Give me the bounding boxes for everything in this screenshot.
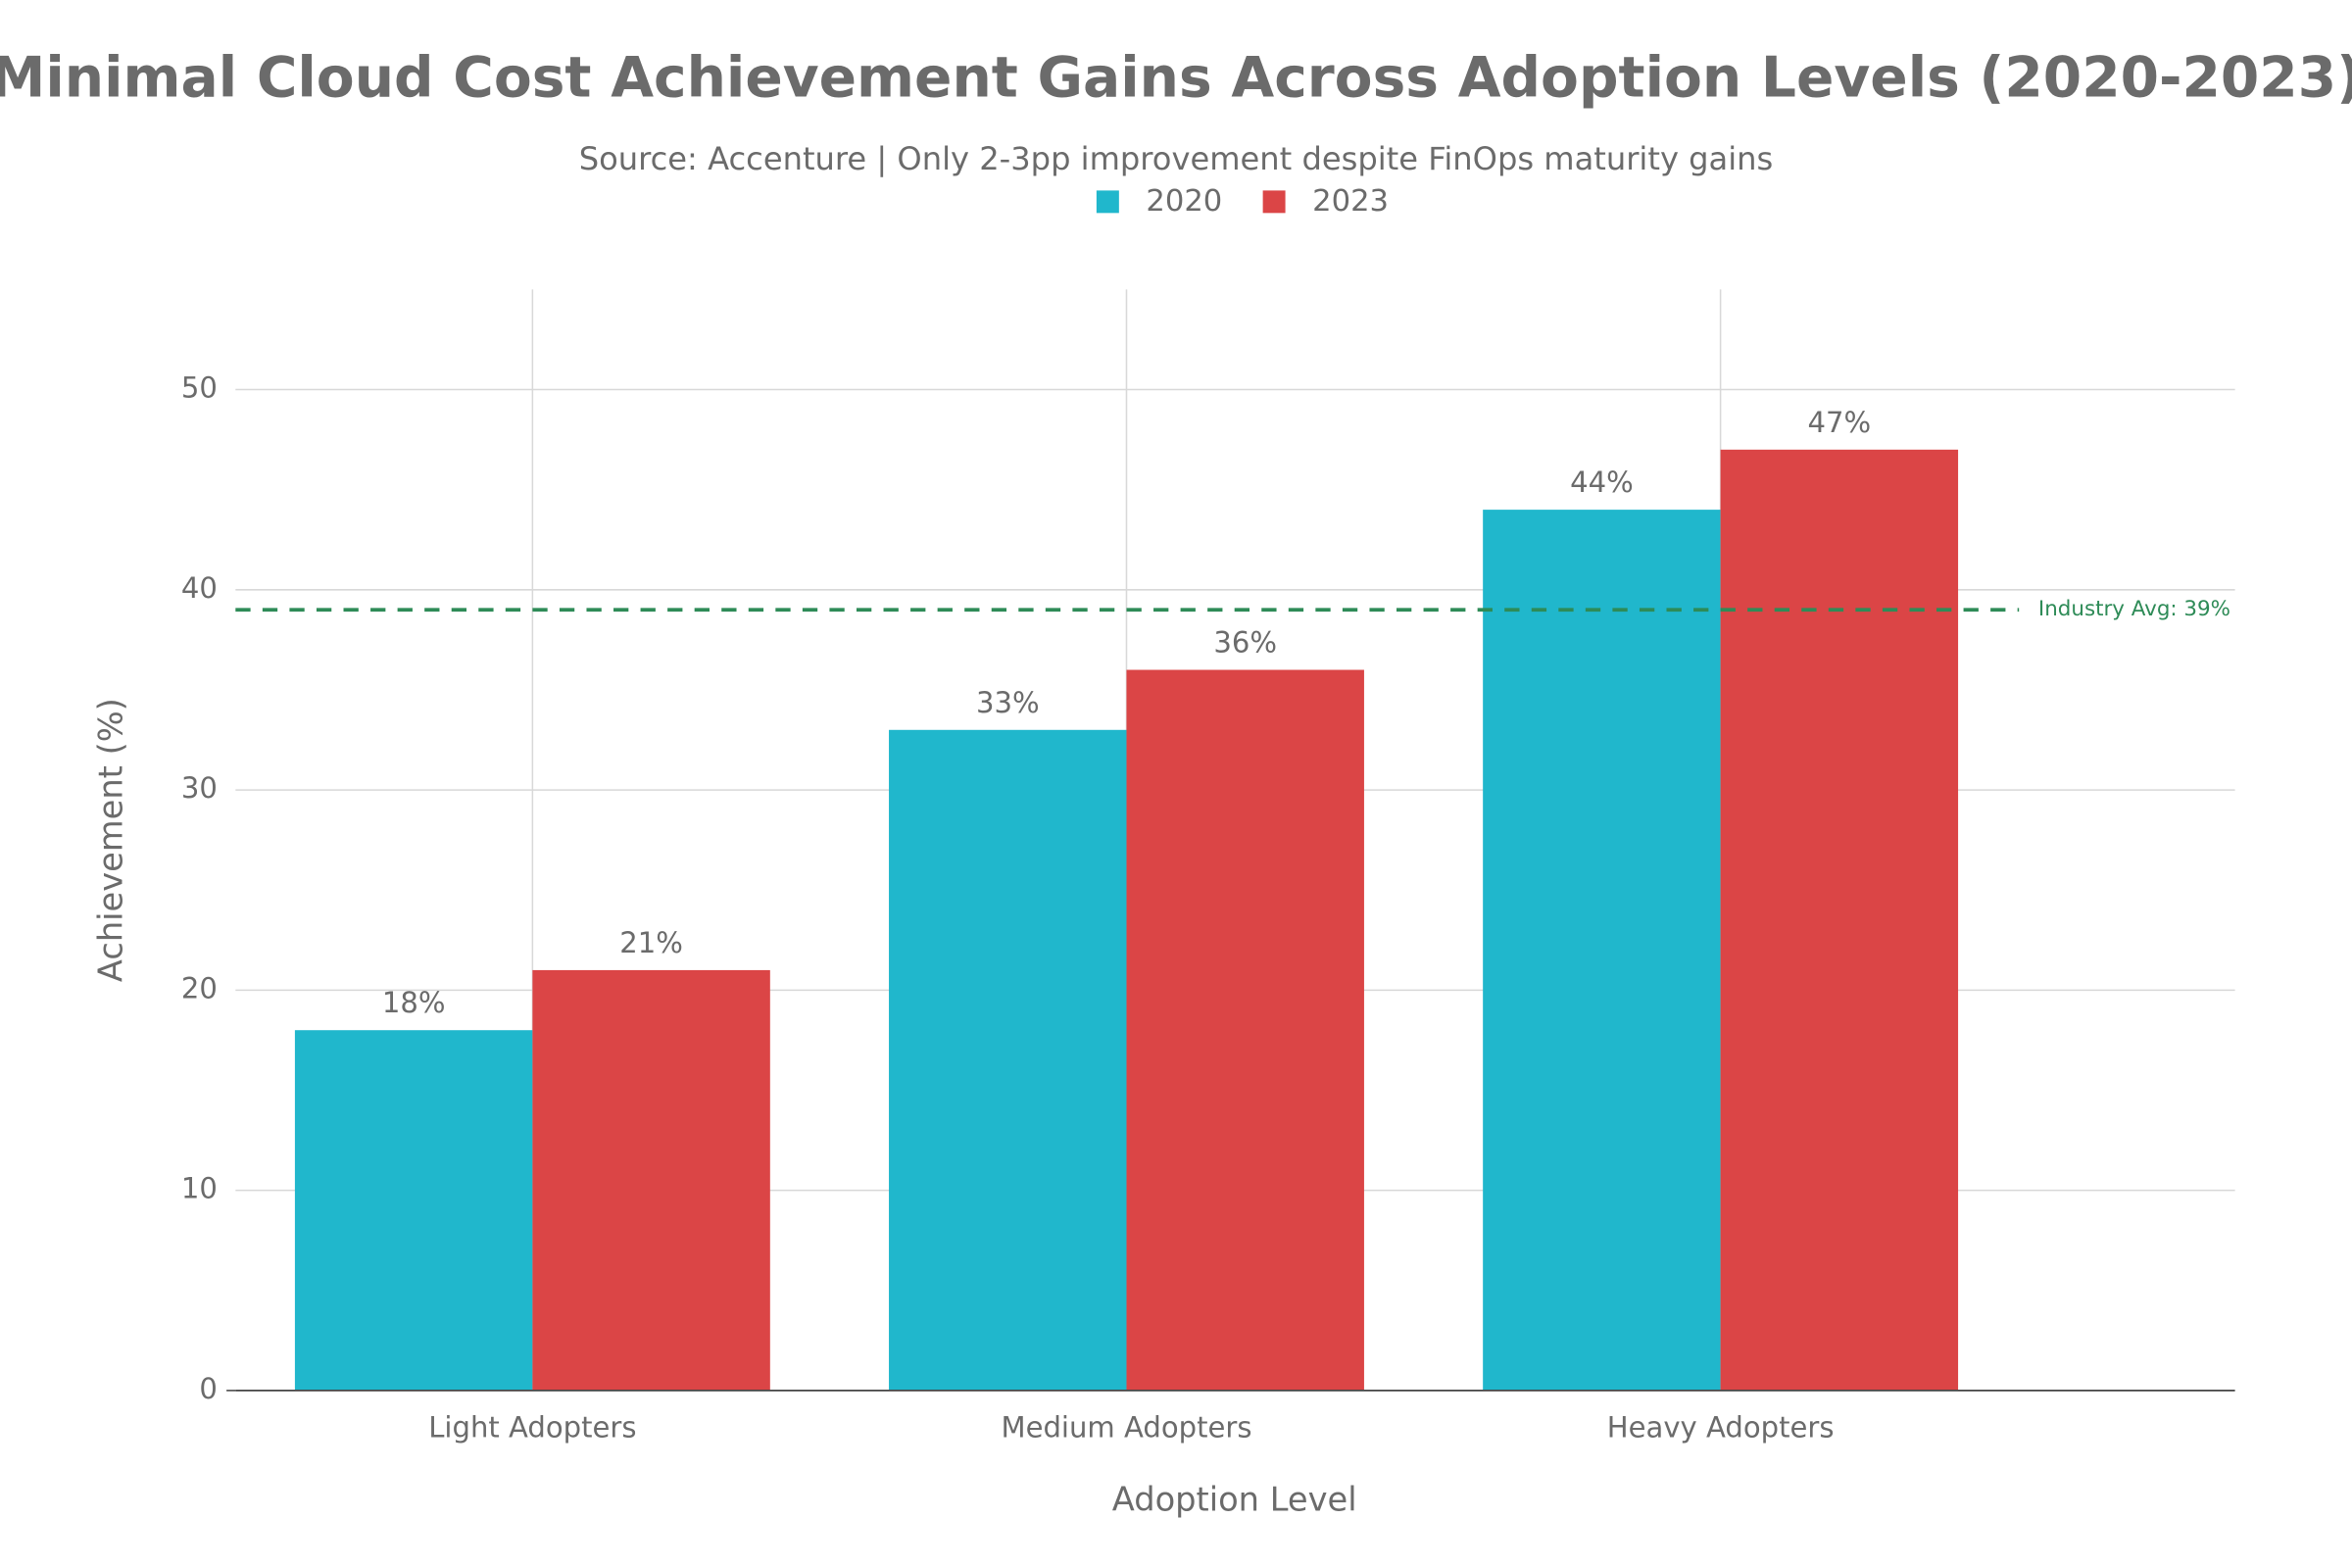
legend-swatch [1096, 190, 1119, 214]
bar [1720, 449, 1959, 1391]
y-tick-label: 30 [181, 771, 218, 805]
data-label: 33% [976, 686, 1040, 719]
y-tick-label: 20 [181, 971, 218, 1004]
chart-subtitle: Source: Accenture | Only 2-3pp improveme… [579, 140, 1774, 177]
reference-label: Industry Avg: 39% [2038, 597, 2230, 621]
x-tick-label: Heavy Adopters [1607, 1411, 1835, 1445]
data-label: 21% [619, 926, 683, 959]
bar [889, 729, 1127, 1391]
chart-title: Minimal Cloud Cost Achievement Gains Acr… [0, 45, 2352, 110]
legend-label: 2020 [1146, 184, 1222, 219]
data-label: 44% [1570, 466, 1634, 499]
bar [294, 1030, 533, 1391]
y-tick-label: 50 [181, 371, 218, 405]
data-label: 36% [1213, 625, 1277, 659]
bar [1126, 669, 1364, 1391]
legend-label: 2023 [1312, 184, 1389, 219]
data-label: 47% [1808, 406, 1872, 439]
x-axis-title: Adoption Level [1112, 1481, 1357, 1519]
y-tick-label: 40 [181, 571, 218, 605]
data-label: 18% [382, 986, 446, 1019]
x-tick-label: Medium Adopters [1001, 1411, 1251, 1445]
bar [532, 969, 770, 1391]
bar [1483, 510, 1721, 1391]
y-tick-label: 0 [199, 1372, 218, 1405]
y-tick-label: 10 [181, 1172, 218, 1205]
legend-swatch [1262, 190, 1286, 214]
x-tick-label: Light Adopters [428, 1411, 636, 1445]
y-axis-title: Achievement (%) [91, 698, 129, 982]
